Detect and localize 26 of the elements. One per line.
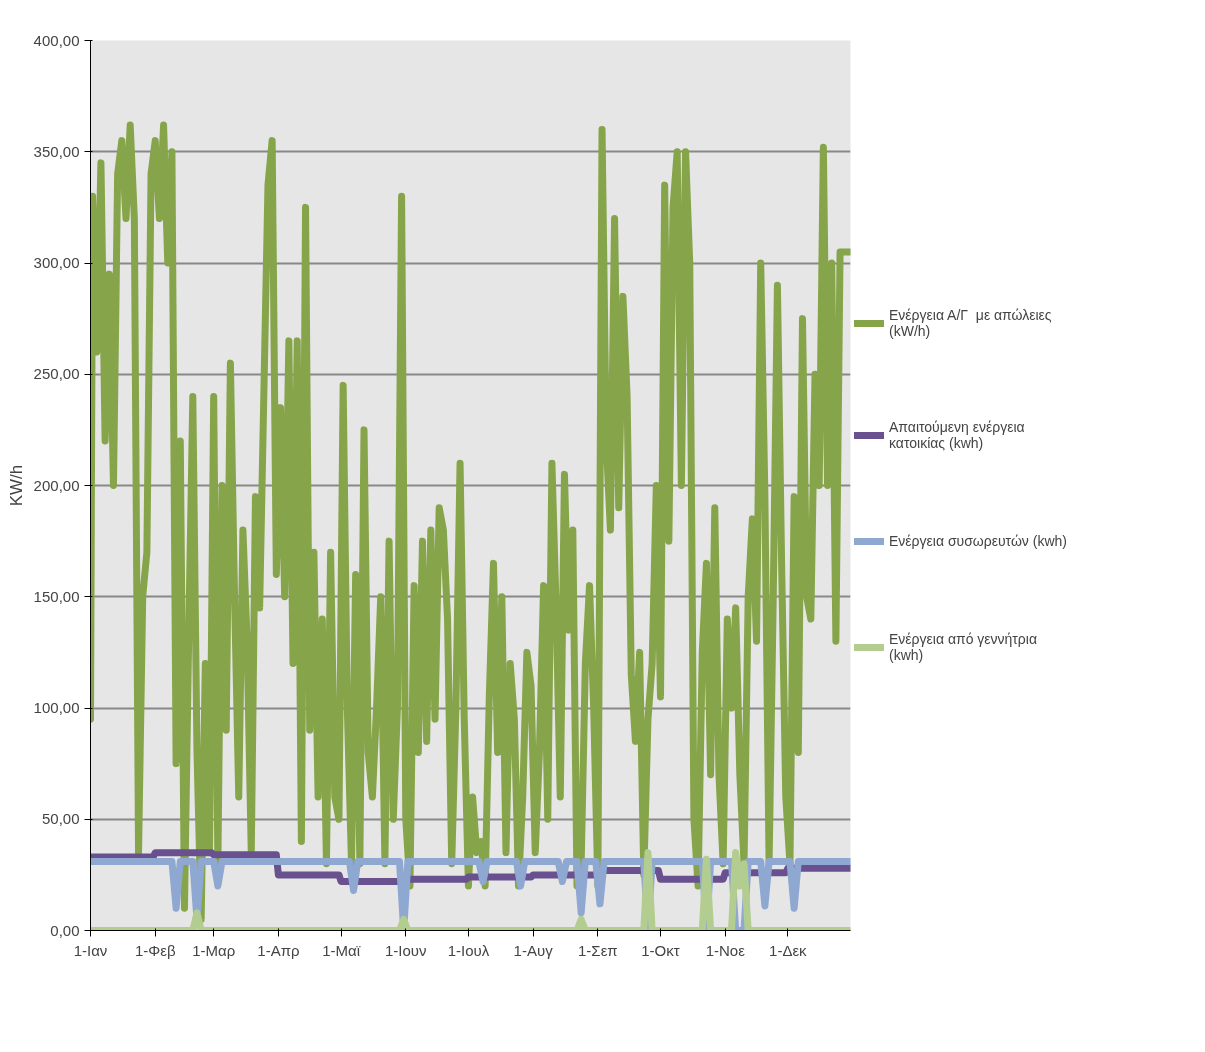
x-tick-label: 1-Ιαν — [73, 941, 108, 959]
legend-label: Ενέργεια από γεννήτρια (kwh) — [889, 631, 1038, 663]
y-tick-label: 50,00 — [41, 810, 80, 828]
y-axis-title: KW/h — [6, 464, 26, 507]
x-tick-label: 1-Απρ — [257, 941, 300, 959]
y-tick-label: 150,00 — [33, 587, 80, 605]
x-tick-label: 1-Μαρ — [192, 941, 236, 959]
legend-label: Ενέργεια συσωρευτών (kwh) — [889, 533, 1067, 549]
y-tick-label: 200,00 — [33, 476, 80, 494]
x-tick-label: 1-Φεβ — [134, 941, 176, 959]
y-tick-label: 250,00 — [33, 365, 80, 383]
y-tick-label: 100,00 — [33, 699, 80, 716]
y-tick-label: 400,00 — [33, 31, 80, 49]
x-tick-label: 1-Ιουλ — [447, 941, 490, 959]
y-tick-label: 300,00 — [33, 254, 80, 271]
y-tick-label: 350,00 — [33, 142, 80, 160]
x-tick-label: 1-Ιουν — [385, 941, 427, 959]
x-tick-label: 1-Οκτ — [641, 941, 680, 959]
y-tick-label: 0,00 — [50, 921, 80, 939]
x-tick-label: 1-Δεκ — [769, 941, 808, 959]
x-tick-label: 1-Σεπ — [578, 941, 618, 959]
x-tick-label: 1-Μαϊ — [322, 941, 361, 959]
legend-label: Απαιτούμενη ενέργεια κατοικίας (kwh) — [889, 419, 1025, 451]
x-tick-label: 1-Νοε — [705, 941, 746, 959]
x-tick-label: 1-Αυγ — [513, 941, 554, 959]
legend-label: Ενέργεια Α/Γ με απώλειες (kW/h) — [889, 307, 1052, 339]
